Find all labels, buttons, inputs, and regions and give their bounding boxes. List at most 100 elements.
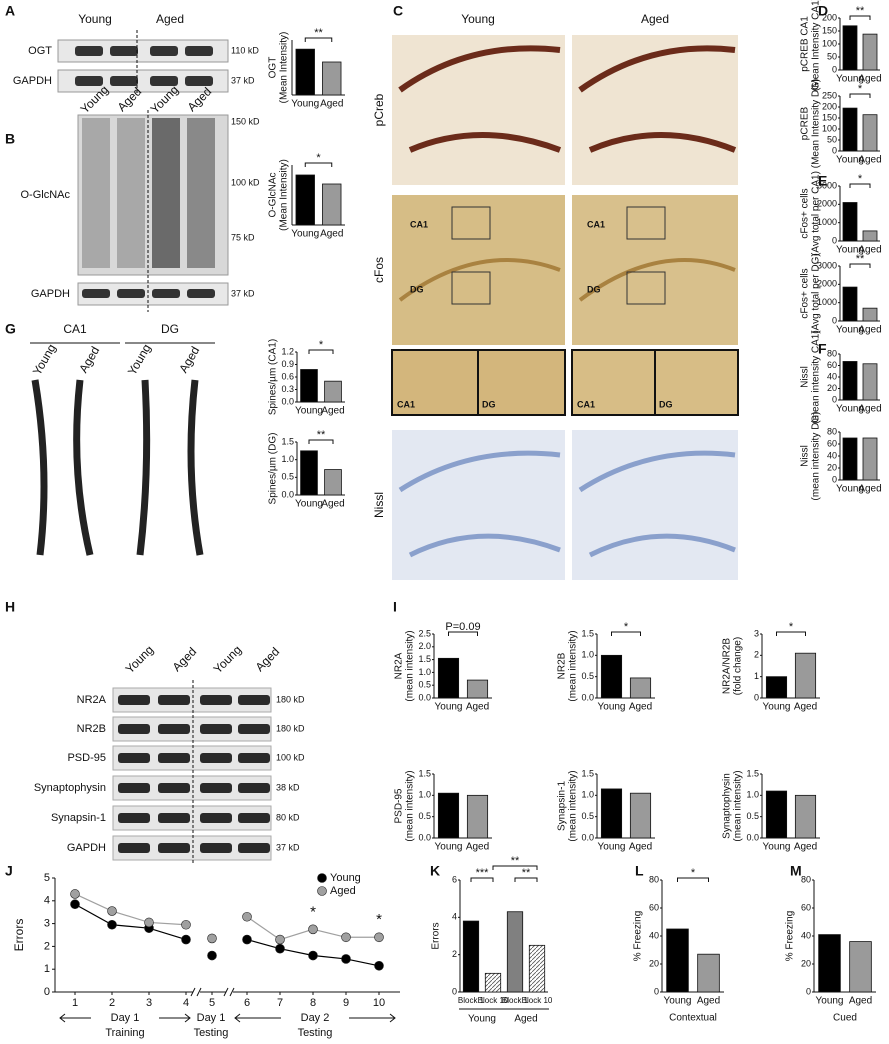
significance-bracket: [492, 865, 538, 870]
blot-band: [187, 289, 215, 298]
y-tick-label: 2: [754, 650, 759, 660]
blot-band: [152, 289, 180, 298]
x-tick-label: Aged: [321, 499, 344, 510]
x-tick-label: 3: [146, 997, 152, 1009]
bar: [862, 33, 878, 71]
x-tick-label: Young: [291, 99, 319, 110]
x-tick-label: Aged: [858, 325, 881, 336]
bar: [842, 107, 858, 152]
phase-arrow: [234, 1013, 396, 1023]
x-tick-label: Block 1: [502, 996, 529, 1005]
y-axis-label: NR2A: [394, 652, 405, 679]
y-tick-label: 3: [44, 918, 50, 930]
blot-band: [75, 46, 103, 56]
region-label: CA1: [410, 219, 428, 229]
size-label: 180 kD: [276, 694, 305, 704]
y-tick-label: 1: [44, 963, 50, 975]
bar: [629, 677, 652, 699]
phase-label: Day 2: [301, 1012, 330, 1024]
blot-band: [200, 843, 232, 853]
point: [144, 917, 154, 928]
y-axis-label: (fold change): [733, 637, 744, 695]
x-tick-label: Aged: [849, 996, 872, 1007]
point: [308, 950, 318, 961]
point: [242, 911, 252, 922]
row-label: PSD-95: [67, 752, 106, 764]
y-axis-label: Nissl: [800, 445, 811, 467]
panel-letter: H: [5, 599, 15, 615]
y-tick-label: 1: [754, 671, 759, 681]
y-tick-label: 5: [44, 872, 50, 884]
bar: [600, 654, 623, 699]
bar: [322, 61, 342, 96]
size-label: 110 kD: [231, 45, 259, 55]
x-tick-label: 6: [244, 997, 250, 1009]
region-label: CA1: [577, 399, 595, 409]
y-tick-label: 100: [822, 123, 837, 133]
y-tick-label: 1.0: [281, 454, 294, 464]
significance-label: P=0.09: [445, 621, 480, 633]
bar: [794, 652, 817, 699]
significance-label: *: [316, 152, 321, 164]
blot-band: [238, 843, 270, 853]
significance-label: **: [314, 27, 323, 39]
significance-label: **: [511, 855, 520, 867]
blot-band: [238, 783, 270, 793]
bar: [466, 679, 489, 699]
y-tick-label: 1.5: [418, 654, 431, 664]
bar: [324, 380, 342, 403]
significance-bracket: [304, 37, 333, 42]
significance-bracket: [849, 183, 871, 188]
region-label: DG: [410, 284, 424, 294]
point: [107, 906, 117, 916]
x-tick-label: Aged: [858, 404, 881, 415]
y-axis-label: (Avg total per DG): [811, 253, 822, 333]
blot-band: [238, 813, 270, 823]
significance-label: *: [858, 173, 863, 185]
panel-letter: A: [5, 3, 15, 19]
row-label: Nissl: [372, 492, 386, 518]
y-tick-label: 0: [832, 474, 837, 484]
x-tick-label: 10: [373, 997, 385, 1009]
row-label: NR2B: [77, 723, 106, 735]
size-label: 37 kD: [276, 842, 300, 852]
blot-band: [158, 843, 190, 853]
x-tick-label: Young: [836, 155, 864, 166]
y-tick-label: 1000: [817, 217, 837, 227]
y-tick-label: 0.5: [281, 472, 294, 482]
y-axis-label: (Mean Intensity DG): [811, 79, 822, 168]
x-tick-label: Young: [763, 842, 791, 853]
blot-band: [150, 46, 178, 56]
significance-label: *: [789, 621, 794, 633]
blot-band: [158, 783, 190, 793]
blot-band: [118, 843, 150, 853]
point: [107, 919, 117, 930]
column-label: Aged: [170, 645, 200, 675]
y-tick-label: 0: [832, 145, 837, 155]
y-tick-label: 0: [832, 235, 837, 245]
blot-lane: [187, 118, 215, 268]
series-line: [74, 893, 187, 926]
significance-bracket: [849, 93, 871, 98]
y-tick-label: 40: [801, 930, 811, 940]
column-label: Young: [211, 643, 245, 677]
size-label: 150 kD: [231, 116, 260, 126]
column-label: Young: [30, 342, 59, 378]
significance-label: **: [856, 5, 865, 17]
y-tick-label: 3000: [817, 180, 837, 190]
y-axis-label: % Freezing: [785, 911, 796, 962]
y-tick-label: 3: [754, 628, 759, 638]
y-axis-label: pCREB: [800, 107, 811, 141]
bar: [322, 183, 342, 226]
legend-marker: [317, 873, 327, 883]
size-label: 37 kD: [231, 288, 255, 298]
size-label: 75 kD: [231, 232, 255, 242]
bar: [842, 361, 858, 401]
y-tick-label: 0: [44, 986, 50, 998]
point: [242, 934, 252, 945]
y-tick-label: 6: [452, 874, 457, 884]
x-tick-label: Aged: [858, 484, 881, 495]
bar: [300, 450, 318, 496]
y-axis-label: NR2B: [557, 652, 568, 679]
x-tick-label: Block 10: [478, 996, 509, 1005]
